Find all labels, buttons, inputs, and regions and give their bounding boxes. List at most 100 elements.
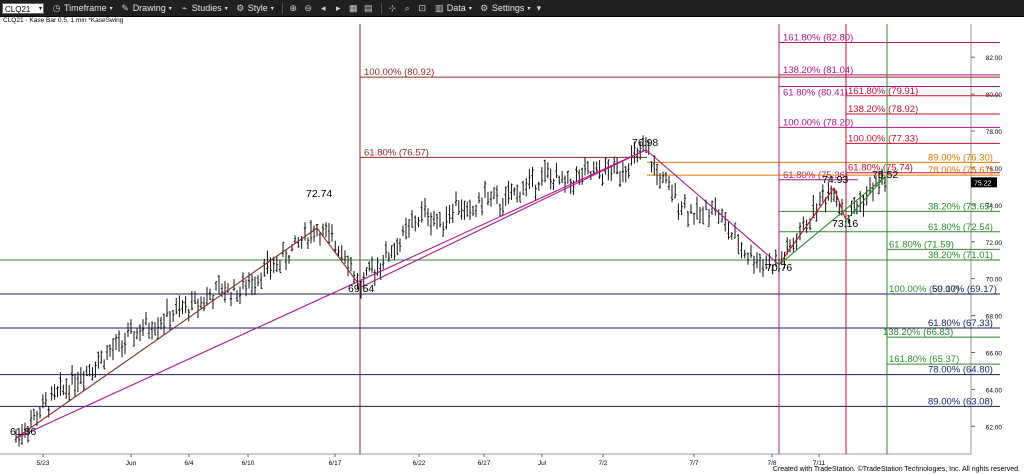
y-tick-label: 82.00 <box>986 55 1003 62</box>
symbol-text: CLQ21 <box>5 4 31 14</box>
data-icon: ▥ <box>435 2 444 13</box>
swing-line <box>778 187 835 265</box>
chart-toolbar: CLQ21 ▾ ◷ Timeframe ▾ ✎ Drawing ▾ ⌁ Studies ▾ ⚙… <box>0 0 1024 17</box>
chevron-down-icon: ▾ <box>109 5 113 12</box>
swing-point-label: 74.93 <box>822 174 848 186</box>
x-tick-label: 6/4 <box>184 460 193 467</box>
studies-menu[interactable]: ⌁ Studies ▾ <box>180 3 228 13</box>
fib-level-label: 61.80% (67.33) <box>928 318 993 329</box>
style-icon: ⚙ <box>236 2 245 13</box>
data-menu[interactable]: ▥ Data ▾ <box>435 3 472 13</box>
fib-level-label: 138.20% (81.04) <box>783 65 853 76</box>
zoom-in-icon[interactable]: ⊕ <box>289 2 298 13</box>
data-label: Data <box>446 3 466 13</box>
swing-line <box>360 149 647 288</box>
drawing-menu[interactable]: ✎ Drawing ▾ <box>121 2 172 13</box>
y-tick-label: 72.00 <box>986 240 1003 247</box>
x-tick-label: 7/8 <box>767 460 776 467</box>
fib-level-label: 61.80% (71.59) <box>889 239 954 250</box>
swing-line <box>316 227 362 288</box>
last-price-tag <box>971 177 997 188</box>
symbol-input[interactable]: CLQ21 ▾ <box>2 2 44 14</box>
toolbar-divider <box>380 2 382 14</box>
x-tick-label: 6/10 <box>242 460 255 467</box>
fib-level-label: 89.00% (63.08) <box>928 396 993 407</box>
pencil-icon: ✎ <box>121 2 129 13</box>
zoom-box-icon[interactable]: ⊡ <box>418 2 427 13</box>
fib-level-label: 78.00% (64.80) <box>928 365 993 376</box>
menu-more-icon[interactable]: ▾ <box>536 2 542 13</box>
fib-level-label: 78.00% (75.61) <box>928 165 993 176</box>
arrow-left-icon[interactable]: ◂ <box>321 2 326 13</box>
fib-level-label: 100.00% (69.17) <box>889 284 959 295</box>
drawing-label: Drawing <box>132 3 166 13</box>
chevron-down-icon: ▾ <box>527 5 531 12</box>
y-tick-label: 66.00 <box>986 350 1003 357</box>
swing-point-label: 73.16 <box>832 218 858 230</box>
fib-level-label: 38.20% (71.01) <box>928 250 993 261</box>
swing-point-label: 75.52 <box>872 169 898 181</box>
x-tick-label: Jun <box>126 460 137 467</box>
x-tick-label: 6/27 <box>478 460 491 467</box>
search-icon[interactable]: ⌕ <box>404 2 410 13</box>
arrow-right-icon[interactable]: ▸ <box>336 2 341 13</box>
swing-line <box>15 227 318 439</box>
swing-point-label: 69.54 <box>348 283 374 295</box>
clock-icon: ◷ <box>52 2 61 13</box>
style-menu[interactable]: ⚙ Style ▾ <box>236 3 274 13</box>
chevron-down-icon: ▾ <box>168 5 172 12</box>
swing-point-label: 61.36 <box>10 426 36 438</box>
x-tick-label: 7/2 <box>598 460 607 467</box>
swing-point-label: 70.76 <box>766 262 792 274</box>
timeframe-label: Timeframe <box>64 3 107 13</box>
fib-level-label: 161.80% (65.37) <box>889 354 959 365</box>
fib-level-label: 50.00% (69.17) <box>932 284 997 295</box>
y-tick-label: 64.00 <box>986 387 1003 394</box>
y-tick-label: 76.00 <box>986 166 1003 173</box>
fib-level-label: 61.80% (76.57) <box>364 147 429 158</box>
fib-level-label: 61.80% (75.74) <box>848 163 913 174</box>
x-tick-label: Jul <box>538 460 547 467</box>
fib-level-label: 161.80% (82.80) <box>783 32 853 43</box>
x-tick-label: 5/23 <box>37 460 50 467</box>
timeframe-menu[interactable]: ◷ Timeframe ▾ <box>52 3 113 13</box>
fib-level-label: 161.80% (79.91) <box>848 86 918 97</box>
price-chart[interactable]: 62.00 64.00 66.00 68.00 70.00 72.00 74.00 76.00… <box>0 24 1024 474</box>
settings-menu[interactable]: ⚙ Settings ▾ <box>480 2 531 13</box>
y-tick-label: 62.00 <box>986 424 1003 431</box>
x-tick-label: 6/22 <box>413 460 426 467</box>
y-tick-label: 78.00 <box>986 129 1003 136</box>
gear-icon: ⚙ <box>480 2 489 13</box>
chevron-down-icon: ▾ <box>224 5 228 12</box>
fib-level-label: 61.80% (72.54) <box>928 222 993 233</box>
swing-line <box>15 149 647 439</box>
x-tick-label: 7/11 <box>813 460 826 467</box>
chart-subtitle: CLQ21 - Kase Bar 0.5, 1 min *KaseSwing <box>3 17 124 24</box>
swing-line <box>645 149 780 266</box>
fib-level-label: 100.00% (78.20) <box>783 117 853 128</box>
bar-chart-icon[interactable]: ▦ <box>349 2 358 13</box>
x-tick-label: 6/17 <box>329 460 342 467</box>
swing-line <box>845 176 886 221</box>
swing-line <box>833 187 847 221</box>
toolbar-divider <box>281 2 283 14</box>
swing-line <box>778 176 886 266</box>
chevron-down-icon: ▾ <box>270 5 274 12</box>
fib-level-label: 38.20% (73.65) <box>928 201 993 212</box>
crosshair-icon[interactable]: ⊹ <box>388 2 397 13</box>
y-tick-label: 70.00 <box>986 277 1003 284</box>
fib-level-label: 61.80% (80.41) <box>783 88 848 99</box>
style-label: Style <box>247 3 268 13</box>
fib-level-label: 100.00% (77.33) <box>848 133 918 144</box>
zoom-out-icon[interactable]: ⊖ <box>304 2 313 13</box>
fib-level-label: 138.20% (78.92) <box>848 104 918 115</box>
last-price-label: 75.22 <box>974 180 992 187</box>
settings-label: Settings <box>491 3 525 13</box>
y-tick-label: 74.00 <box>986 203 1003 210</box>
swing-point-label: 76.98 <box>632 137 658 149</box>
fib-level-label: 89.00% (76.30) <box>928 152 993 163</box>
symbol-dropdown-icon[interactable]: ▾ <box>38 5 42 12</box>
fib-level-label: 138.20% (66.83) <box>883 327 953 338</box>
y-tick-label: 68.00 <box>986 314 1003 321</box>
grid-icon[interactable]: ▤ <box>364 2 373 13</box>
